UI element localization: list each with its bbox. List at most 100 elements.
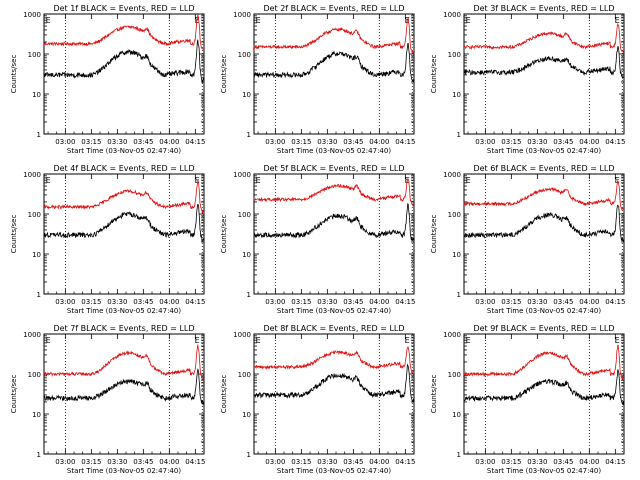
e-marker: E [615,336,620,345]
e-marker: E [466,336,471,345]
lld-series-line [253,17,415,55]
x-tick-label: 03:45 [343,458,363,466]
y-axis-label: Counts/sec [430,215,438,254]
x-tick-label: 04:15 [395,298,415,306]
x-tick-label: 03:45 [133,138,153,146]
plot-frame [253,13,415,135]
lld-series-line [253,177,414,207]
y-tick-label: 10 [242,411,251,419]
e-marker: E [615,176,620,185]
plot-frame [463,13,625,135]
y-tick-label: 1000 [23,331,41,339]
lld-series-line [253,346,415,374]
x-tick-label: 03:30 [107,138,127,146]
lld-series-line [463,344,624,381]
x-tick-label: 04:15 [395,458,415,466]
x-tick-label: 03:30 [527,138,547,146]
y-tick-label: 1 [457,451,461,459]
plot-frame [43,173,205,295]
events-series-line [253,42,415,83]
x-tick-label: 03:15 [81,138,101,146]
x-tick-label: 03:45 [553,138,573,146]
e-marker: E [405,336,410,345]
panel-title: Det 8f BLACK = Events, RED = LLD [263,324,404,333]
x-tick-label: 03:30 [107,298,127,306]
y-tick-label: 1 [457,291,461,299]
y-tick-label: 10 [32,91,41,99]
y-tick-label: 100 [448,371,461,379]
y-tick-label: 1 [37,291,41,299]
y-tick-label: 10 [452,411,461,419]
e-marker: E [256,336,261,345]
y-tick-label: 100 [28,51,41,59]
x-tick-label: 04:15 [605,458,625,466]
x-axis-label: Start Time (03-Nov-05 02:47:40) [277,467,391,475]
e-marker: E [195,176,200,185]
panel-title: Det 7f BLACK = Events, RED = LLD [53,324,194,333]
x-tick-label: 03:00 [55,458,75,466]
x-tick-label: 03:15 [501,298,521,306]
panel-title: Det 5f BLACK = Events, RED = LLD [263,164,404,173]
x-tick-label: 04:00 [579,298,599,306]
y-axis-label: Counts/sec [10,215,18,254]
x-tick-label: 03:15 [501,458,521,466]
y-tick-label: 10 [452,251,461,259]
panel-8: Det 8f BLACK = Events, RED = LLD 1 10 100 10… [220,324,415,475]
y-tick-label: 100 [28,211,41,219]
events-series-line [253,202,415,242]
y-tick-label: 1000 [443,171,461,179]
y-tick-label: 10 [242,91,251,99]
x-tick-label: 04:15 [185,298,205,306]
y-tick-label: 1000 [443,11,461,19]
y-tick-label: 1 [247,291,251,299]
y-tick-label: 10 [452,91,461,99]
panel-3: Det 3f BLACK = Events, RED = LLD 1 10 100 10… [430,4,625,155]
y-tick-label: 100 [238,51,251,59]
x-tick-label: 04:00 [369,458,389,466]
x-tick-label: 03:15 [81,298,101,306]
y-tick-label: 100 [238,211,251,219]
e-marker: E [46,176,51,185]
x-tick-label: 04:00 [579,138,599,146]
panel-4: Det 4f BLACK = Events, RED = LLD 1 10 100 10… [10,164,205,315]
y-tick-label: 100 [448,211,461,219]
events-series-line [43,39,205,84]
x-tick-label: 03:30 [107,458,127,466]
plot-frame [43,333,205,455]
x-tick-label: 04:15 [605,138,625,146]
x-tick-label: 03:15 [291,138,311,146]
x-tick-label: 03:45 [133,298,153,306]
events-series-line [43,203,205,242]
x-axis-label: Start Time (03-Nov-05 02:47:40) [487,307,601,315]
y-tick-label: 1000 [443,331,461,339]
y-tick-label: 100 [28,371,41,379]
panel-2: Det 2f BLACK = Events, RED = LLD 1 10 100 10… [220,4,415,155]
x-tick-label: 03:45 [343,138,363,146]
x-axis-label: Start Time (03-Nov-05 02:47:40) [67,147,181,155]
x-tick-label: 03:00 [265,298,285,306]
lld-series-line [43,179,205,214]
x-tick-label: 03:30 [527,458,547,466]
x-tick-label: 03:45 [343,298,363,306]
y-tick-label: 100 [238,371,251,379]
plot-frame [463,333,625,455]
x-tick-label: 04:15 [605,298,625,306]
y-axis-label: Counts/sec [220,215,228,254]
plot-frame [253,333,415,455]
y-tick-label: 1000 [233,171,251,179]
y-tick-label: 10 [32,411,41,419]
x-tick-label: 04:00 [579,458,599,466]
events-series-line [253,363,415,403]
x-tick-label: 03:15 [501,138,521,146]
x-tick-label: 03:00 [55,138,75,146]
x-tick-label: 03:00 [475,298,495,306]
x-tick-label: 04:00 [369,298,389,306]
y-axis-label: Counts/sec [220,55,228,94]
panel-9: Det 9f BLACK = Events, RED = LLD 1 10 100 10… [430,324,625,475]
y-tick-label: 1 [247,131,251,139]
y-axis-label: Counts/sec [430,375,438,414]
y-tick-label: 1000 [23,171,41,179]
x-tick-label: 03:15 [291,298,311,306]
y-axis-label: Counts/sec [220,375,228,414]
e-marker: E [256,16,261,25]
